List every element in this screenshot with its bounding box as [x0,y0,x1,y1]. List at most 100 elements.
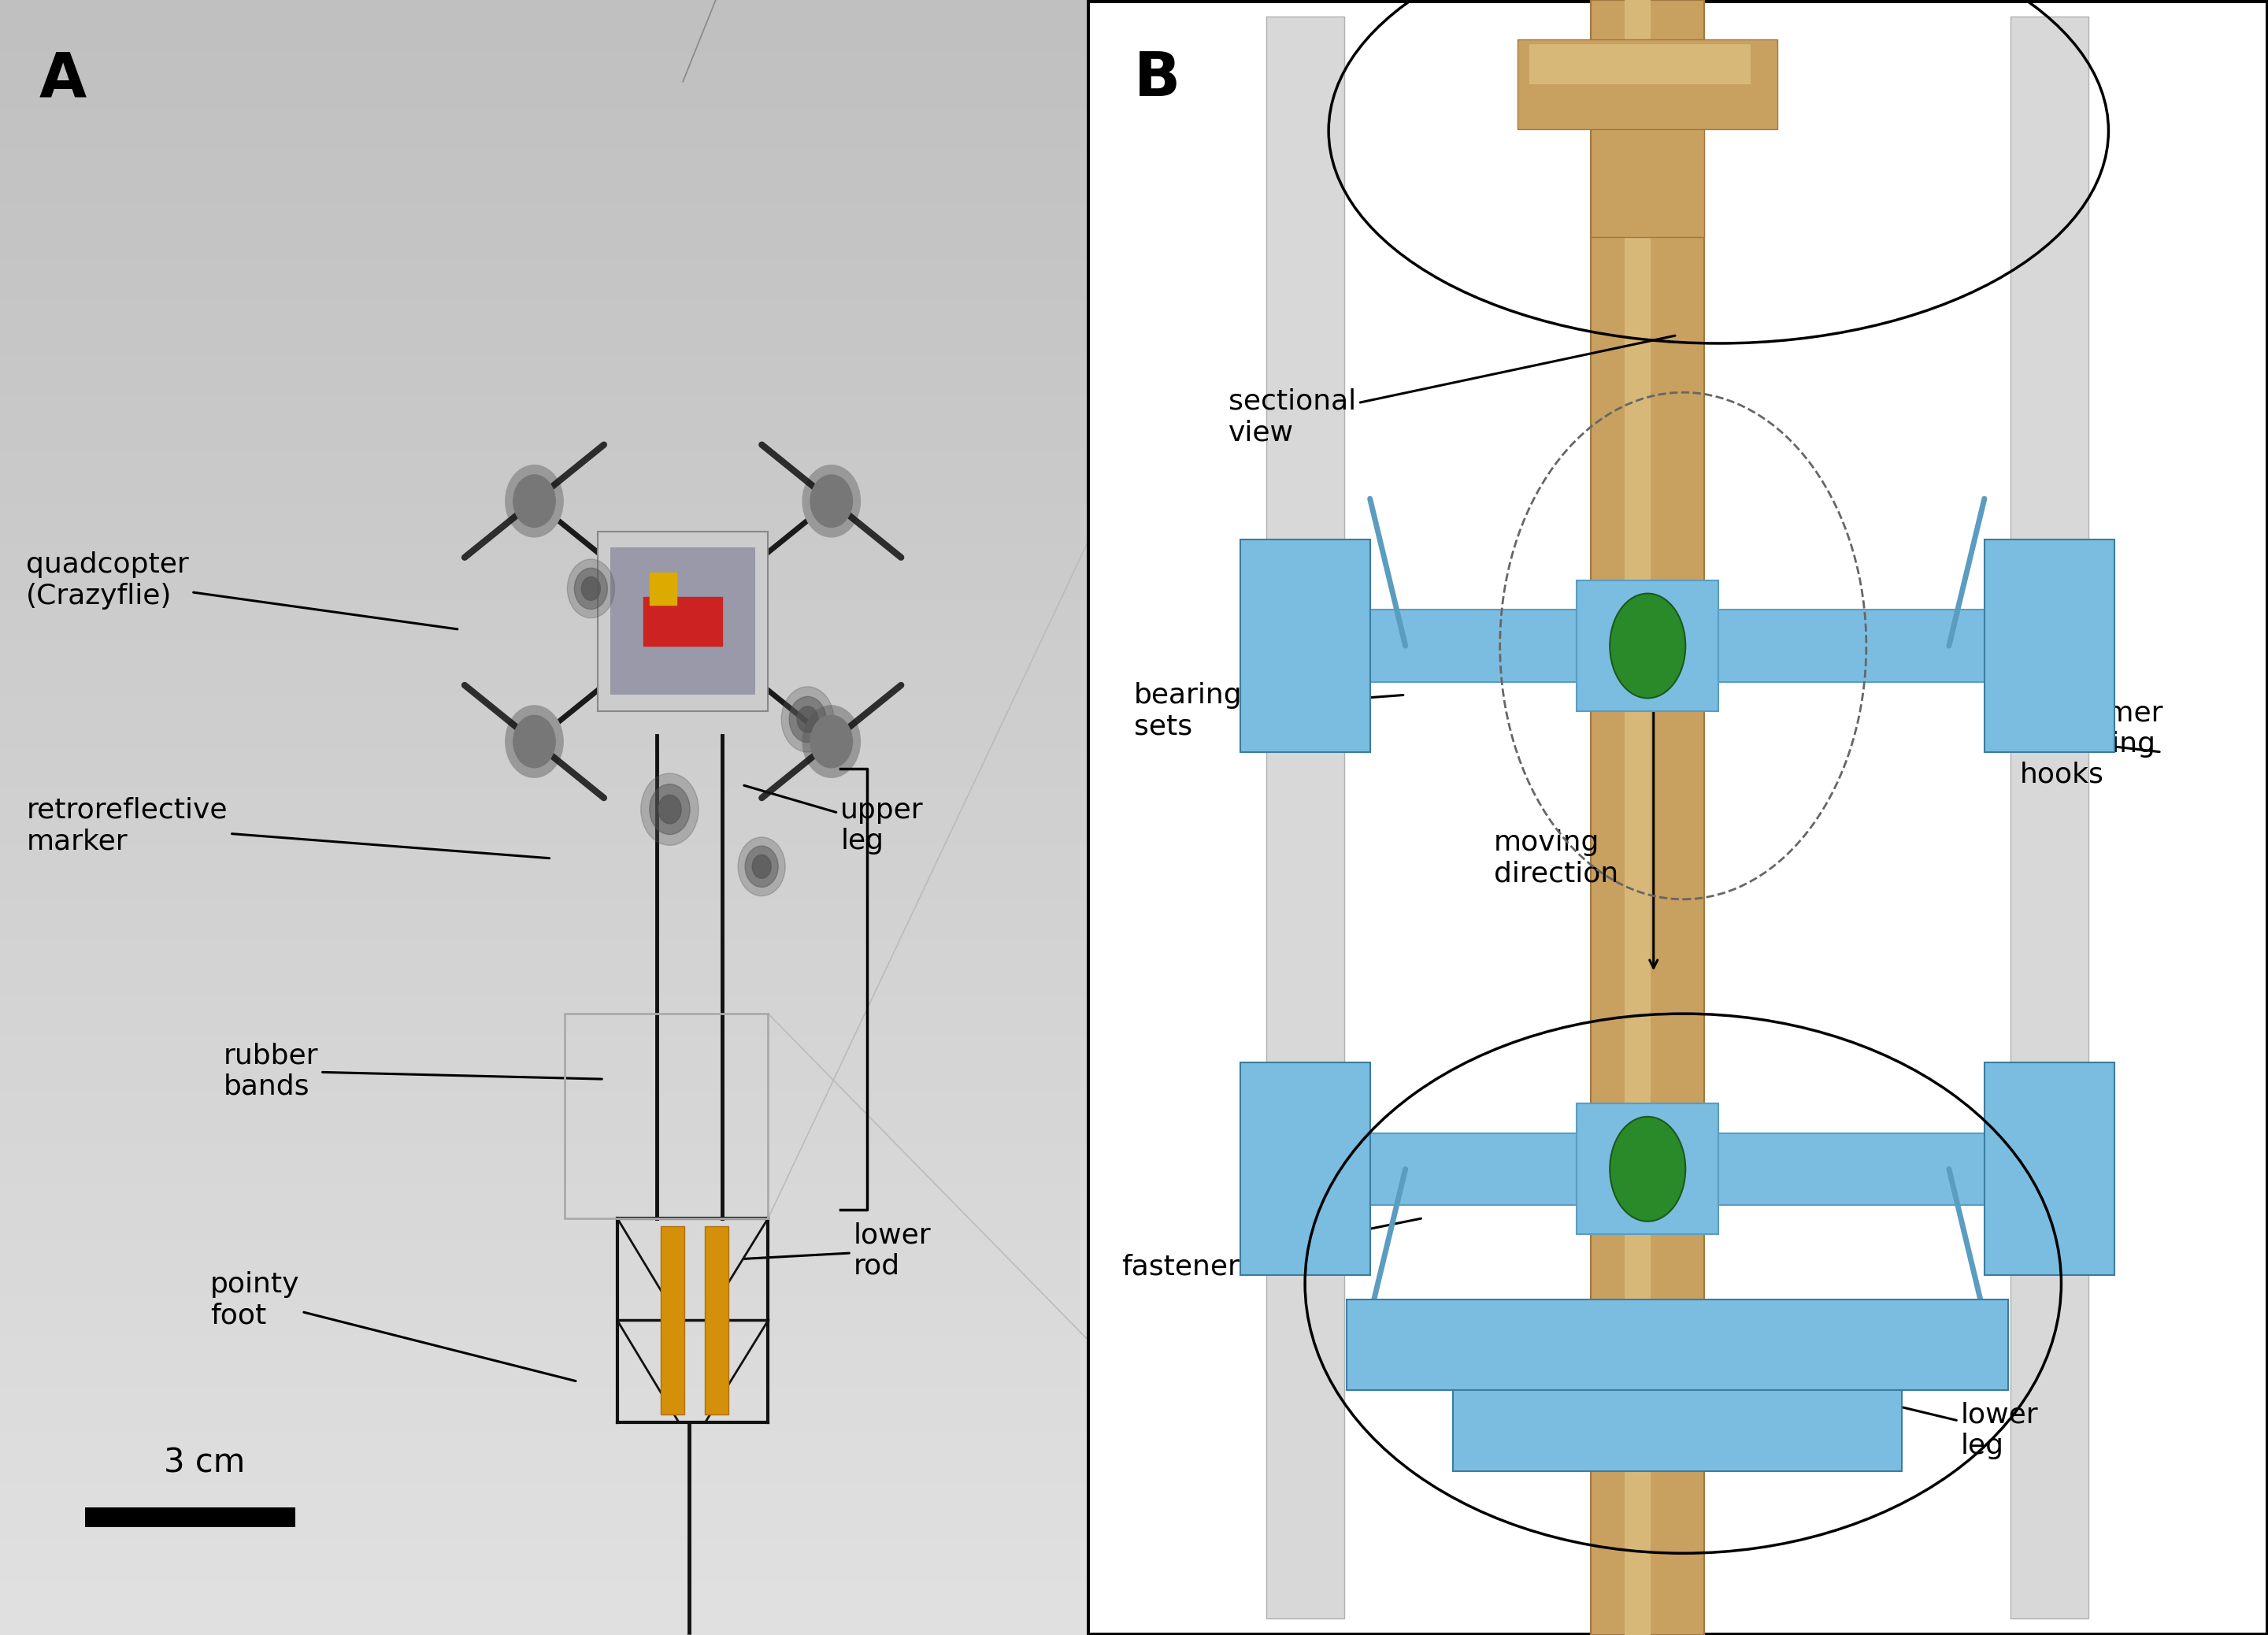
Text: lower
leg: lower leg [1799,1382,2039,1460]
Bar [0,28,1313,41]
Bar [0,409,1313,422]
Bar [0,110,1313,123]
Circle shape [796,706,819,732]
Bar [610,548,755,695]
Bar [0,667,1313,682]
Bar [0,953,1313,968]
Bar [1984,1063,2114,1275]
Bar [1984,540,2114,752]
Bar [0,1254,1313,1267]
Bar [0,1418,1313,1431]
Bar [0,641,1313,654]
Text: sectional
view: sectional view [1229,335,1676,446]
Bar [0,477,1313,491]
Bar [0,217,1313,232]
Text: retroreflective
marker: retroreflective marker [27,796,549,858]
Bar [0,559,1313,572]
Bar [0,912,1313,927]
Bar [0,95,1313,110]
Bar [0,1035,1313,1050]
Circle shape [1610,1117,1685,1221]
Bar [0,82,1313,95]
Bar [1590,41,1703,237]
Circle shape [649,785,689,834]
Text: lower
rod: lower rod [744,1221,932,1280]
Bar [2009,16,2089,1619]
Text: quadcopter
(Crazyflie): quadcopter (Crazyflie) [27,551,458,629]
Bar [0,0,1313,13]
Bar [0,777,1313,790]
Bar [0,299,1313,314]
Bar [1590,0,1703,1635]
Text: moving
direction: moving direction [1495,829,1619,888]
Circle shape [642,773,699,845]
Bar [0,818,1313,831]
Bar [0,1295,1313,1308]
Bar [0,1336,1313,1349]
Circle shape [581,577,601,600]
Bar [0,1362,1313,1377]
Bar [0,531,1313,544]
Circle shape [513,716,556,768]
Bar [0,437,1313,450]
Bar [0,286,1313,299]
Bar [0,41,1313,54]
Text: bearing
sets: bearing sets [1134,682,1404,741]
Bar [0,1158,1313,1172]
Bar [0,981,1313,994]
Bar [0,736,1313,749]
Bar [0,1226,1313,1239]
Bar [0,1063,1313,1076]
Circle shape [746,845,778,888]
Bar [0,1104,1313,1117]
Bar [1241,540,1370,752]
Bar [0,314,1313,327]
Text: A: A [39,49,86,110]
Bar [705,1226,728,1414]
Bar [1517,39,1778,129]
Circle shape [574,567,608,610]
Bar [0,1022,1313,1035]
Bar [0,1622,1313,1635]
Bar [0,790,1313,804]
Bar [0,396,1313,409]
Text: fastener: fastener [1123,1218,1422,1280]
Circle shape [567,559,615,618]
Bar [0,1377,1313,1390]
Bar [596,531,769,711]
Bar [0,1172,1313,1185]
Bar [0,191,1313,204]
Bar [0,1390,1313,1403]
Bar [0,54,1313,69]
Bar [0,1499,1313,1512]
Bar [0,1566,1313,1581]
Bar [0,654,1313,667]
Bar [0,968,1313,981]
Bar [0,1267,1313,1280]
Bar [0,1458,1313,1472]
Bar [0,1321,1313,1336]
Bar [0,858,1313,871]
Bar [86,1507,295,1527]
Bar [660,1226,685,1414]
Bar [0,327,1313,340]
Bar [0,899,1313,912]
Bar [0,695,1313,708]
Circle shape [658,795,680,824]
Text: rubber
bands: rubber bands [222,1041,601,1100]
Bar [0,490,1313,504]
Bar [0,1117,1313,1131]
Bar [0,177,1313,191]
Bar [1454,1390,1901,1472]
Bar [0,1472,1313,1485]
Bar [0,626,1313,641]
Bar [0,1349,1313,1362]
Bar [0,1144,1313,1158]
Bar [565,1014,769,1218]
Circle shape [782,687,835,752]
Bar [0,504,1313,518]
Bar [0,340,1313,355]
Circle shape [803,706,860,778]
Bar [0,245,1313,258]
Bar [0,450,1313,463]
